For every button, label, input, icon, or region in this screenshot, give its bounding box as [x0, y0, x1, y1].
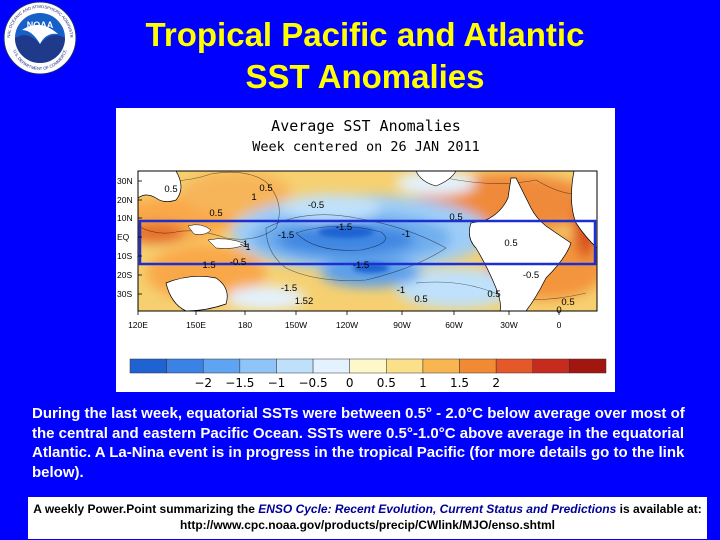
footer-emphasis: ENSO Cycle: Recent Evolution, Current St… — [258, 502, 617, 516]
slide-title: Tropical Pacific and Atlantic SST Anomal… — [0, 14, 720, 98]
lat-label: 20S — [117, 270, 132, 280]
map-title-line2: Week centered on 26 JAN 2011 — [252, 139, 480, 155]
colorbar-tick-label: −0.5 — [299, 376, 328, 390]
lon-label: 120E — [128, 320, 148, 330]
colorbar-swatch — [276, 358, 314, 374]
footer-suffix: is available at: — [616, 502, 702, 516]
sst-anomaly-map: Average SST Anomalies Week centered on 2… — [116, 108, 615, 392]
contour-label: 1.52 — [295, 296, 314, 307]
latitude-axis: 30N 20N 10N EQ 10S 20S 30S — [117, 176, 142, 299]
contour-label: -0.5 — [230, 257, 246, 268]
colorbar-swatch — [312, 358, 350, 374]
contour-label: -0.5 — [523, 270, 539, 281]
longitude-axis: 120E 150E 180 150W 120W 90W 60W 30W 0 — [128, 311, 562, 330]
footer-url-link[interactable]: http://www.cpc.noaa.gov/products/precip/… — [180, 518, 555, 532]
colorbar-tick-label: −1.5 — [225, 376, 254, 390]
colorbar-swatch — [459, 358, 497, 374]
contour-label: 0.5 — [414, 294, 427, 305]
colorbar-tick-labels: −2 −1.5 −1 −0.5 0 0.5 1 1.5 2 — [194, 376, 500, 390]
colorbar-swatch — [349, 358, 387, 374]
slide-title-line2: SST Anomalies — [245, 58, 485, 95]
colorbar-tick-label: 1 — [419, 376, 427, 390]
lon-label: 90W — [393, 320, 410, 330]
colorbar-swatch — [166, 358, 204, 374]
contour-label: -1 — [240, 239, 248, 250]
colorbar-swatch — [422, 358, 460, 374]
colorbar-tick-label: −2 — [194, 376, 212, 390]
slide-title-line1: Tropical Pacific and Atlantic — [145, 16, 585, 53]
contour-label: 1 — [251, 192, 256, 203]
colorbar-tick-label: 1.5 — [450, 376, 469, 390]
contour-label: -1 — [397, 285, 405, 296]
colorbar — [129, 358, 607, 374]
contour-label: 0.5 — [259, 183, 272, 194]
lon-label: 180 — [238, 320, 252, 330]
contour-label: 0.5 — [504, 238, 517, 249]
highlight-box — [138, 219, 597, 266]
contour-labels: 0.5 0.51-0.50.5 0.5-1.5-1.5-1-10.51-1.5-0.… — [164, 183, 574, 316]
colorbar-tick-label: 0.5 — [377, 376, 396, 390]
lat-label: 10N — [117, 213, 133, 223]
contour-label: -0.5 — [308, 200, 324, 211]
contour-label: 1.5 — [202, 260, 215, 271]
logo-wordmark: NOAA — [27, 20, 54, 30]
lat-label: EQ — [117, 232, 130, 242]
colorbar-swatch — [569, 358, 607, 374]
anomaly-field — [138, 171, 597, 311]
contour-label: 0 — [556, 305, 561, 316]
colorbar-swatch — [202, 358, 241, 374]
map-title-line1: Average SST Anomalies — [271, 117, 461, 135]
footer-prefix: A weekly Power.Point summarizing the — [33, 502, 259, 516]
colorbar-swatch — [532, 358, 570, 374]
footer-line1: A weekly Power.Point summarizing the ENS… — [28, 501, 707, 517]
lon-label: 120W — [336, 320, 358, 330]
contour-label: 0.5 — [164, 184, 177, 195]
lon-label: 60W — [445, 320, 462, 330]
colorbar-tick-label: −1 — [268, 376, 286, 390]
contour-label: 0.5 — [487, 289, 500, 300]
lon-label: 150W — [285, 320, 307, 330]
lat-label: 10S — [117, 251, 132, 261]
contour-label: 1 — [245, 242, 250, 253]
colorbar-swatch — [239, 358, 277, 374]
colorbar-swatch — [386, 358, 424, 374]
lon-label: 30W — [500, 320, 517, 330]
contour-label: -1.5 — [336, 222, 352, 233]
contour-label: -1.5 — [278, 230, 294, 241]
description-text: During the last week, equatorial SSTs we… — [32, 405, 685, 481]
sst-map-figure: Average SST Anomalies Week centered on 2… — [117, 117, 607, 390]
colorbar-tick-label: 0 — [346, 376, 354, 390]
lon-label: 0 — [557, 320, 562, 330]
contour-label: 0.5 — [449, 212, 462, 223]
contour-label: -1 — [402, 229, 410, 240]
colorbar-swatch — [495, 358, 534, 374]
lat-label: 30S — [117, 289, 132, 299]
lat-label: 20N — [117, 195, 133, 205]
noaa-logo: NOAA NATIONAL OCEANIC AND ATMOSPHERIC AD… — [2, 0, 77, 75]
colorbar-swatch — [129, 358, 167, 374]
contour-label: -1.5 — [353, 260, 369, 271]
contour-label: -1.5 — [281, 283, 297, 294]
colorbar-tick-label: 2 — [492, 376, 500, 390]
footer-box: A weekly Power.Point summarizing the ENS… — [28, 497, 707, 539]
contour-label: 0.5 — [561, 297, 574, 308]
lat-label: 30N — [117, 176, 133, 186]
lon-label: 150E — [186, 320, 206, 330]
contour-label: 0.5 — [209, 208, 222, 219]
